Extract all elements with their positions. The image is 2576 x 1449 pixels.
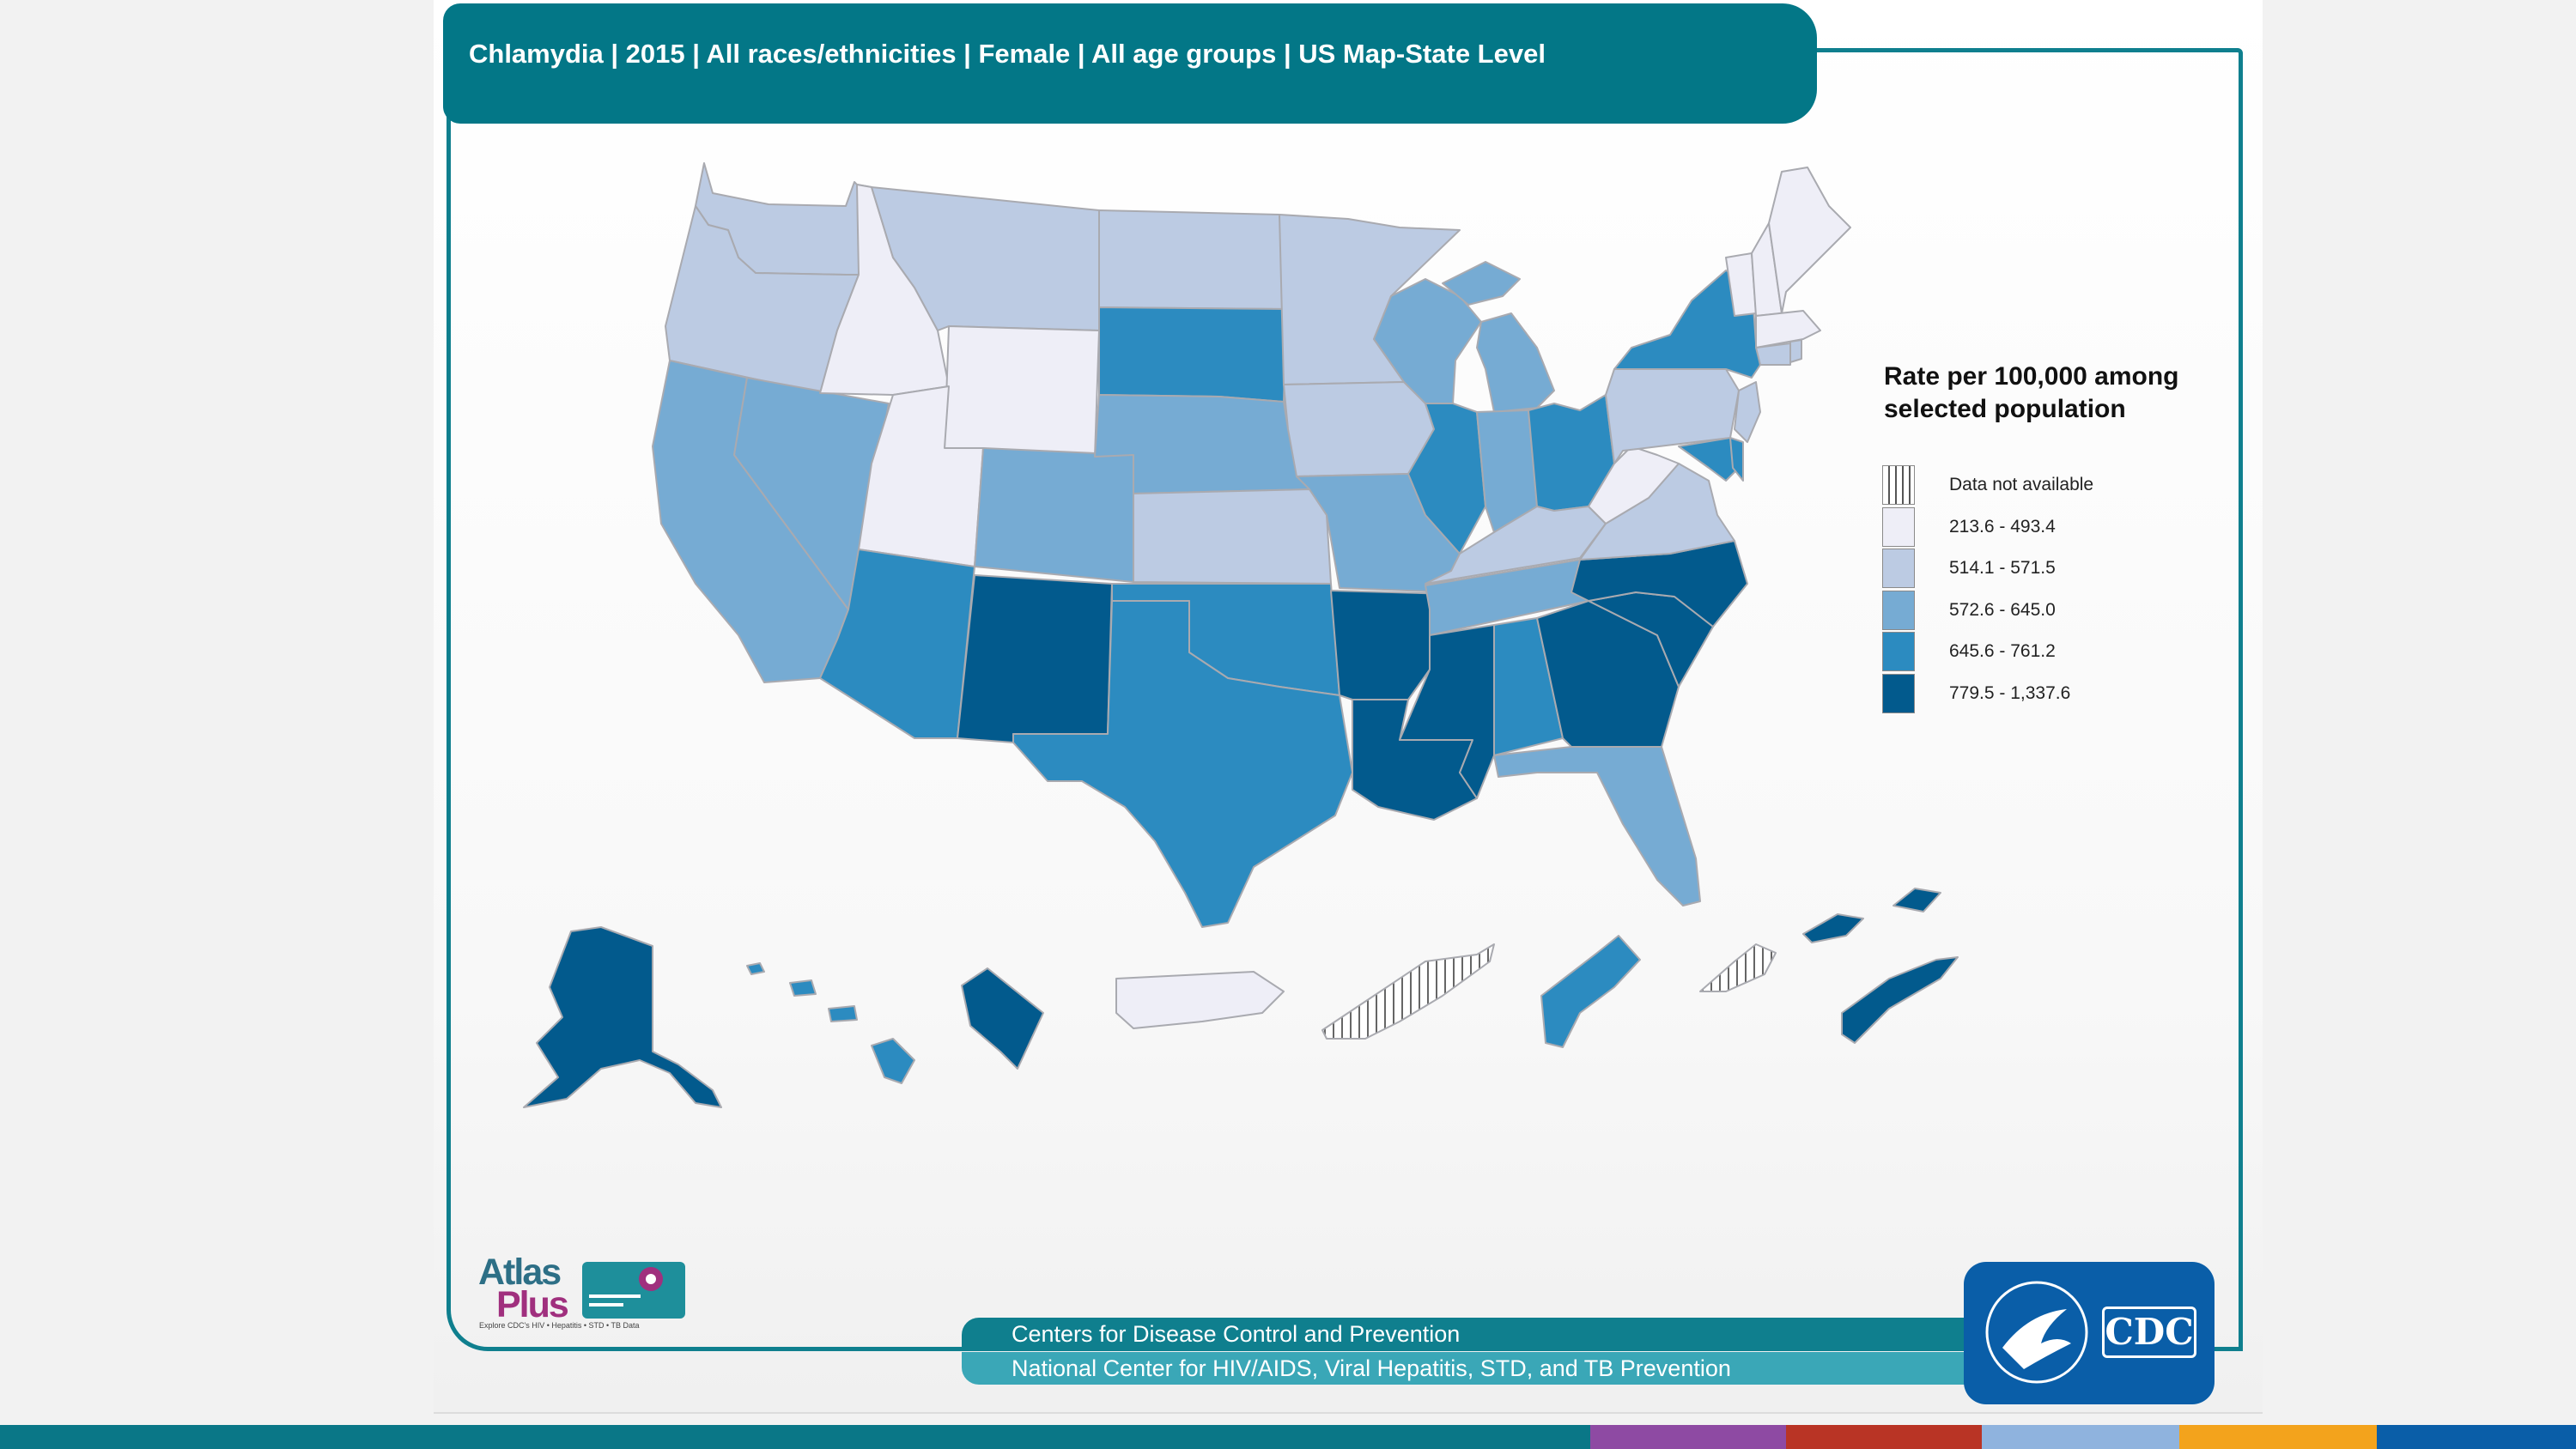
legend-label: 213.6 - 493.4 [1949,516,2056,537]
state-maryland[interactable] [1678,437,1740,482]
color-strip-segment [1786,1425,1982,1449]
state-new-jersey[interactable] [1734,381,1761,443]
state-michigan[interactable] [1476,312,1555,413]
state-florida[interactable] [1493,746,1701,906]
legend-swatch [1882,549,1915,588]
legend-label: 779.5 - 1,337.6 [1949,682,2071,703]
state-hawaii-islands-3[interactable] [828,1005,858,1022]
color-strip-segment [0,1425,1590,1449]
state-american-samoa[interactable] [1802,913,1864,943]
state-puerto-rico[interactable] [1115,971,1285,1029]
footer-agency: Centers for Disease Control and Preventi… [962,1318,1975,1350]
color-strip-segment [2179,1425,2377,1449]
state-massachusetts[interactable] [1755,310,1821,349]
state-hawaii-islands[interactable] [746,962,765,975]
legend-title: Rate per 100,000 among selected populati… [1884,362,2179,423]
color-strip-segment [2377,1425,2576,1449]
state-palau[interactable] [1841,956,1959,1044]
legend-label: 514.1 - 571.5 [1949,558,2056,578]
state-northern-mariana-islands[interactable] [1699,943,1777,992]
state-connecticut[interactable] [1755,343,1791,366]
legend-item: 213.6 - 493.4 [1882,506,2056,547]
legend-item: 572.6 - 645.0 [1882,590,2056,630]
state-south-dakota[interactable] [1098,306,1287,403]
atlasplus-tagline: Explore CDC's HIV • Hepatitis • STD • TB… [479,1321,640,1330]
cdc-wordmark: CDC [2102,1307,2196,1358]
legend-item: Data not available [1882,465,2093,505]
footer-divider [434,1412,2263,1414]
state-american-samoa-2[interactable] [1893,888,1941,912]
state-kansas[interactable] [1133,488,1332,585]
state-guam[interactable] [1540,935,1641,1048]
state-texas[interactable] [1012,600,1353,928]
state-michigan-up[interactable] [1442,261,1521,306]
legend-swatch [1882,673,1915,713]
state-colorado[interactable] [974,447,1134,583]
footer-center: National Center for HIV/AIDS, Viral Hepa… [962,1352,1975,1385]
state-delaware[interactable] [1729,437,1744,482]
color-strip-segment [1982,1425,2179,1449]
state-district-of-columbia[interactable] [961,967,1044,1070]
atlasplus-map-icon [582,1262,685,1319]
legend-item: 645.6 - 761.2 [1882,632,2056,671]
map-title: Chlamydia | 2015 | All races/ethnicities… [443,3,1817,124]
atlasplus-logo-atlas: Atlas [478,1252,562,1293]
legend-label: Data not available [1949,475,2094,494]
legend-item: 514.1 - 571.5 [1882,549,2056,588]
state-wyoming[interactable] [944,325,1100,458]
state-hawaii[interactable] [871,1038,915,1084]
legend-swatch [1882,506,1915,547]
state-new-mexico[interactable] [957,574,1113,743]
cdc-logo [1964,1262,2215,1404]
state-iowa[interactable] [1283,381,1435,477]
legend-label: 645.6 - 761.2 [1949,641,2056,661]
legend-swatch [1882,632,1915,671]
state-rhode-island[interactable] [1789,339,1802,363]
state-us-virgin-islands[interactable] [1321,943,1495,1040]
atlasplus-logo-plus: Plus [496,1284,569,1325]
state-hawaii-islands-2[interactable] [789,979,817,997]
state-north-dakota[interactable] [1098,209,1287,310]
legend-swatch [1882,465,1915,505]
state-alaska[interactable] [523,926,722,1108]
legend-label: 572.6 - 645.0 [1949,599,2056,620]
color-strip-segment [1590,1425,1786,1449]
state-maine[interactable] [1768,167,1851,314]
brand-color-strip [0,1425,2576,1449]
legend-item: 779.5 - 1,337.6 [1882,673,2071,713]
hhs-eagle-icon [1985,1281,2088,1384]
legend-swatch [1882,590,1915,630]
state-wisconsin[interactable] [1373,278,1482,404]
